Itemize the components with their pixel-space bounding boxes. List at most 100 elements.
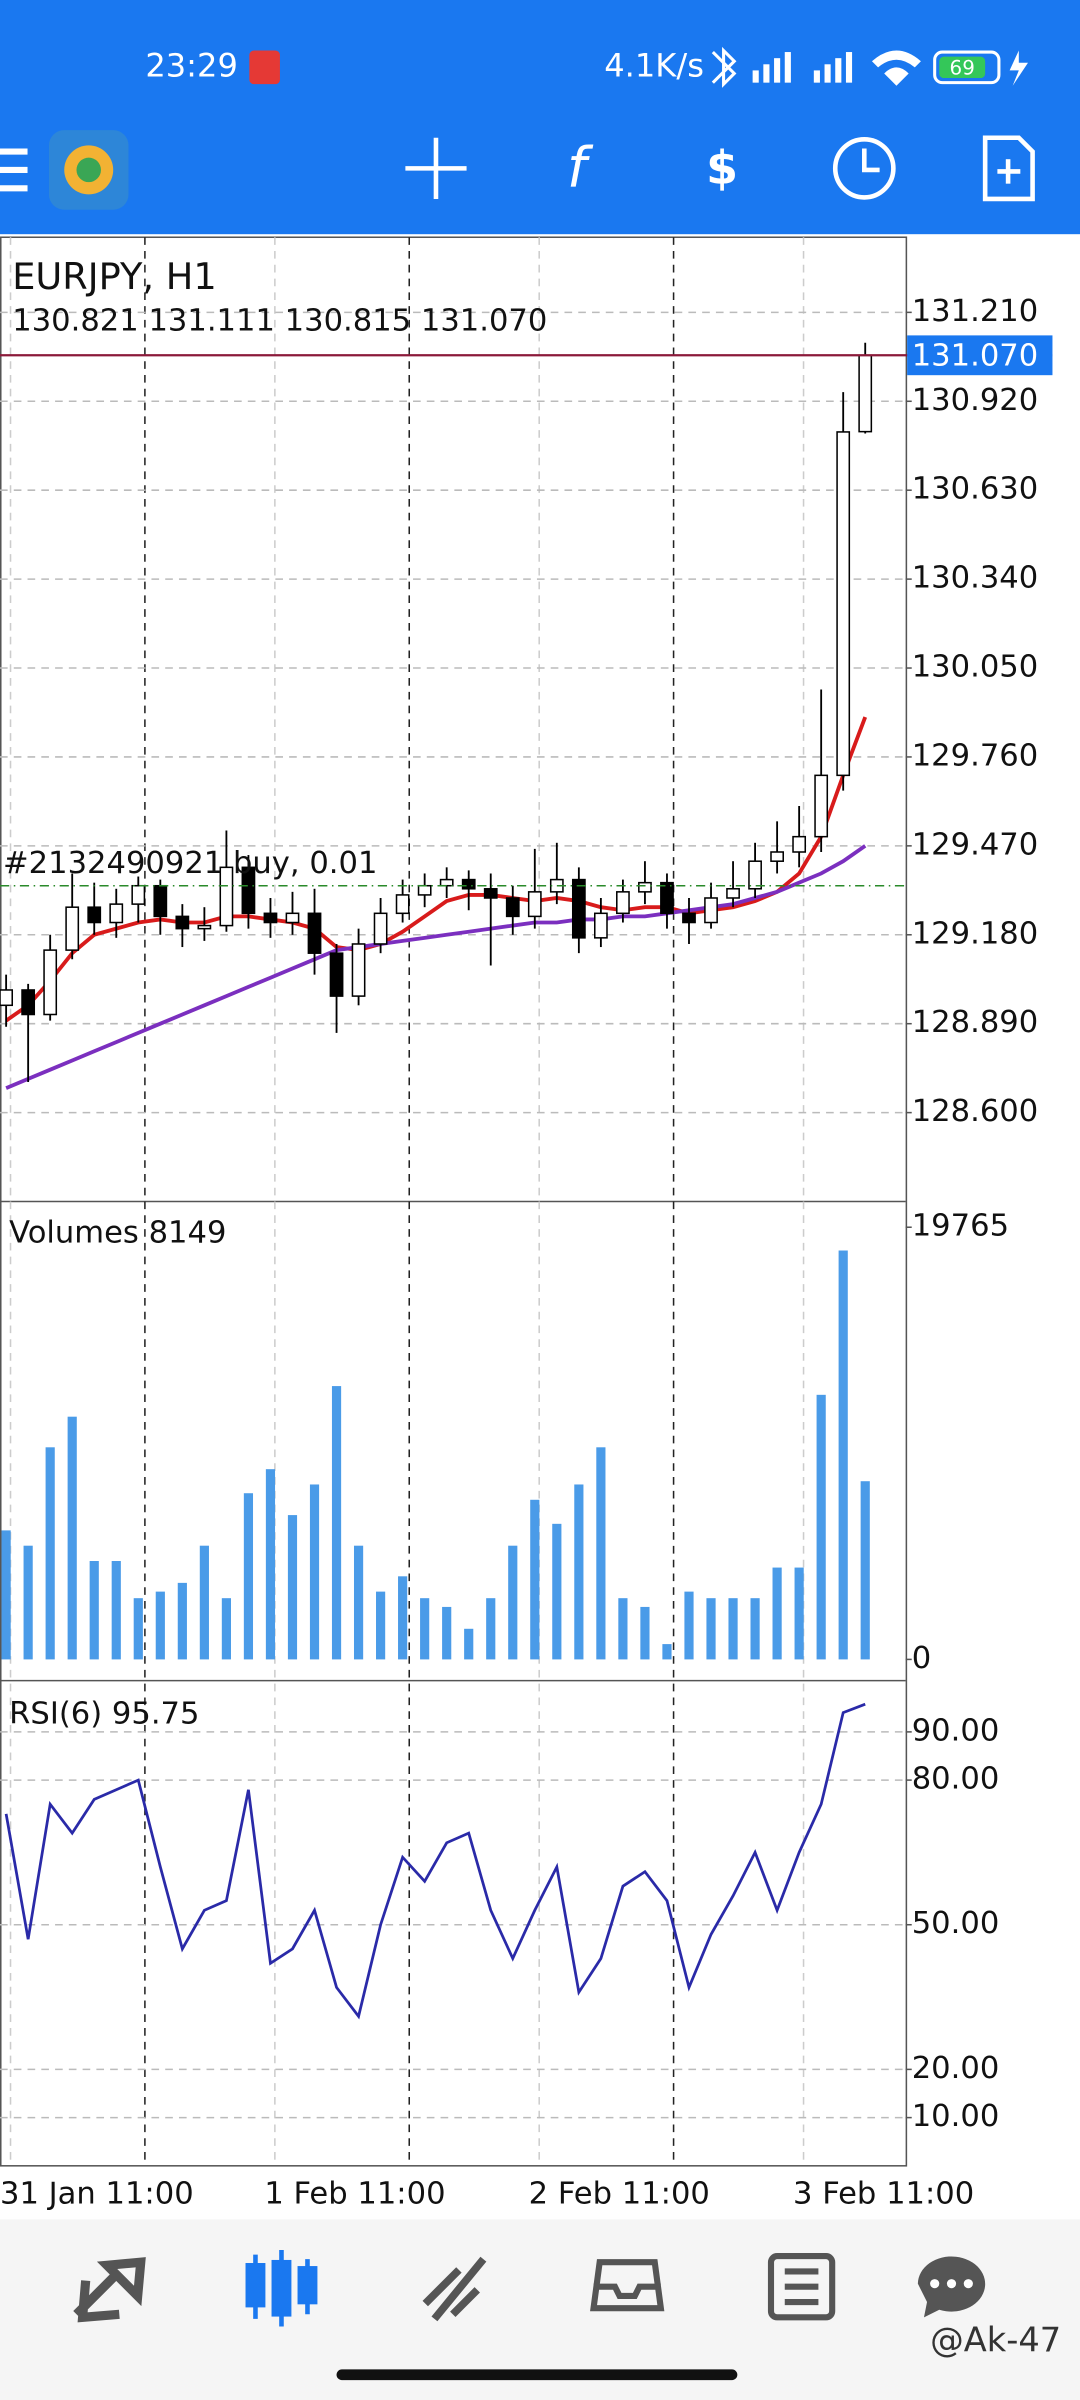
volume-bar bbox=[353, 1545, 364, 1660]
quote-low: 130.815 bbox=[285, 303, 411, 338]
candle-body bbox=[726, 888, 740, 899]
y-tick-label: 0 bbox=[912, 1641, 931, 1676]
price-tag bbox=[907, 335, 1053, 376]
y-tick-label: 19765 bbox=[912, 1209, 1009, 1244]
y-tick-label: 128.600 bbox=[912, 1094, 1038, 1129]
volume-label: Volumes 8149 bbox=[9, 1215, 226, 1250]
candle-body bbox=[21, 989, 36, 1016]
line bbox=[5, 716, 868, 1023]
volume-bar bbox=[155, 1591, 165, 1660]
volume-bar bbox=[816, 1394, 826, 1660]
volume-bar bbox=[728, 1598, 738, 1660]
candle-body bbox=[417, 884, 432, 896]
candle-body bbox=[616, 891, 630, 915]
volume-bar bbox=[45, 1447, 55, 1660]
rsi-last: 95.75 bbox=[112, 1696, 200, 1731]
battery-level bbox=[939, 56, 986, 79]
nav-trade[interactable] bbox=[422, 2256, 487, 2322]
candle-body bbox=[43, 949, 58, 1016]
battery-frame bbox=[933, 50, 1001, 85]
quote-close: 131.070 bbox=[421, 303, 547, 338]
y-tick-label: 129.760 bbox=[912, 738, 1038, 773]
candle-body bbox=[814, 774, 829, 838]
volume-bar bbox=[23, 1545, 33, 1660]
top-bar bbox=[0, 0, 1080, 235]
candle-body bbox=[836, 431, 851, 777]
nav-news[interactable] bbox=[767, 2253, 836, 2321]
volume-bar bbox=[442, 1606, 452, 1660]
y-tick-label: 130.630 bbox=[912, 472, 1038, 507]
volume-last: 8149 bbox=[149, 1215, 227, 1250]
nav-chart[interactable] bbox=[245, 2250, 318, 2327]
volume-bar bbox=[221, 1598, 231, 1660]
volume-bar bbox=[860, 1481, 870, 1660]
volume-bar bbox=[794, 1567, 804, 1660]
y-tick-label: 129.180 bbox=[912, 916, 1038, 951]
trade-button[interactable]: $ bbox=[706, 141, 738, 195]
line bbox=[5, 844, 867, 1090]
nav-quotes[interactable] bbox=[73, 2257, 146, 2323]
volume-bar bbox=[684, 1591, 694, 1660]
y-tick-label: 130.050 bbox=[912, 650, 1038, 685]
y-tick-label: 130.920 bbox=[912, 383, 1038, 418]
vertical-grid bbox=[9, 237, 805, 2166]
volume-bar bbox=[1, 1530, 11, 1660]
volume-bar bbox=[398, 1576, 408, 1660]
volume-bar bbox=[464, 1628, 474, 1660]
volume-bar bbox=[596, 1447, 606, 1660]
y-tick-label: 10.00 bbox=[912, 2099, 1000, 2134]
volume-bar bbox=[111, 1561, 121, 1660]
candle-body bbox=[858, 354, 873, 433]
home-indicator bbox=[336, 2369, 738, 2381]
y-tick-label: 128.890 bbox=[912, 1005, 1038, 1040]
volume-bar bbox=[508, 1545, 518, 1660]
nav-history[interactable] bbox=[590, 2259, 665, 2312]
x-tick-label: 1 Feb 11:00 bbox=[264, 2176, 445, 2211]
crosshair-button[interactable] bbox=[405, 137, 467, 199]
volume-bar bbox=[376, 1591, 386, 1660]
volume-bar bbox=[287, 1515, 298, 1660]
status-time: 23:29 bbox=[145, 46, 238, 84]
rsi-label: RSI(6) 95.75 bbox=[9, 1696, 199, 1731]
rsi-title: RSI(6) bbox=[9, 1696, 102, 1731]
volume-bar bbox=[420, 1598, 430, 1660]
net-speed: 4.1K/s bbox=[604, 46, 704, 84]
candle-body bbox=[373, 912, 388, 945]
candle-body bbox=[0, 989, 14, 1007]
candle-body bbox=[87, 906, 102, 924]
price-tag-label: 131.070 bbox=[912, 338, 1038, 373]
charging-icon bbox=[1009, 50, 1028, 86]
template-button[interactable] bbox=[982, 135, 1035, 202]
volume-bar bbox=[662, 1644, 672, 1660]
volume-bar bbox=[552, 1523, 562, 1660]
menu-button[interactable] bbox=[0, 148, 28, 192]
volume-bar bbox=[772, 1567, 782, 1660]
x-tick-label: 31 Jan 11:00 bbox=[0, 2176, 194, 2211]
volume-bar bbox=[331, 1386, 342, 1660]
candle-body bbox=[351, 943, 366, 997]
period-button[interactable] bbox=[832, 136, 896, 200]
volume-bar bbox=[618, 1598, 628, 1660]
nav-chat[interactable] bbox=[917, 2256, 986, 2318]
candle-body bbox=[197, 924, 212, 930]
y-tick-label: 131.210 bbox=[912, 294, 1038, 329]
volume-bar bbox=[265, 1469, 276, 1660]
candle-body bbox=[263, 912, 278, 924]
candle-body bbox=[219, 866, 234, 927]
candle-body bbox=[395, 894, 410, 915]
volume-bar bbox=[486, 1598, 496, 1660]
volume-bar bbox=[67, 1416, 77, 1660]
candle-body bbox=[483, 888, 498, 899]
candle-body bbox=[682, 912, 696, 924]
candle-body bbox=[505, 897, 520, 918]
candle-body bbox=[461, 878, 476, 890]
candle-body bbox=[307, 912, 322, 954]
y-tick-label: 20.00 bbox=[912, 2051, 1000, 2086]
chart-title: EURJPY, H1 bbox=[12, 255, 216, 298]
volume-bar bbox=[89, 1561, 99, 1660]
candle-body bbox=[175, 915, 190, 930]
battery-text: 69 bbox=[950, 56, 975, 79]
y-tick-label: 90.00 bbox=[912, 1713, 1000, 1748]
